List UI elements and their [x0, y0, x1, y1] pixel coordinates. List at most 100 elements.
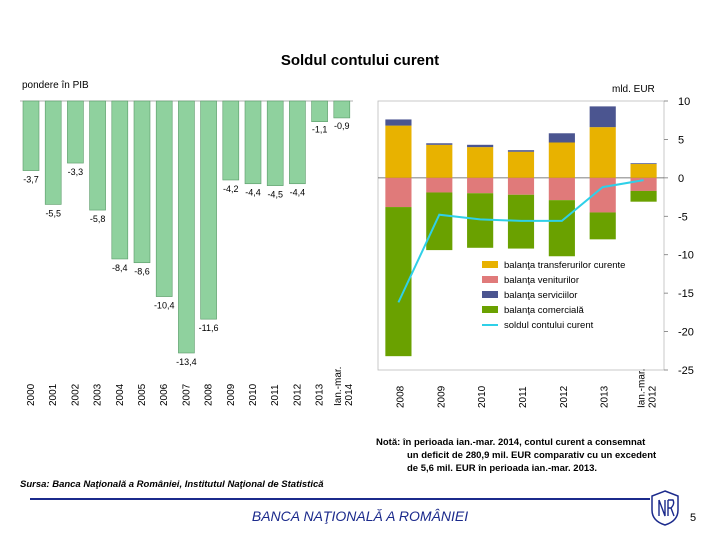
y-tick-label: 0 — [678, 173, 684, 185]
bar-segment-0-Ianmar2012 — [630, 164, 657, 178]
bar-value-label: -11,6 — [199, 323, 219, 333]
bar-2011 — [266, 100, 284, 186]
x-tick-label: 2012 — [559, 385, 570, 408]
bar-segment-2-2010 — [467, 144, 494, 148]
x-tick-label: 2010 — [248, 383, 259, 406]
y-tick-label: 10 — [678, 96, 690, 108]
legend-label: balanţa serviciilor — [504, 290, 577, 301]
x-tick-label: 2011 — [518, 386, 529, 408]
bar-2002 — [67, 100, 84, 164]
x-tick-label: 2008 — [395, 385, 406, 408]
bar-segment-2-Ianmar2012 — [630, 163, 657, 165]
bar-value-label: -4,4 — [245, 188, 261, 198]
note-line-2: un deficit de 280,9 mil. EUR comparativ … — [407, 450, 657, 461]
x-tick-label: 2011 — [270, 384, 281, 406]
legend-swatch — [482, 306, 498, 313]
bar-2012 — [289, 100, 306, 185]
bar-value-label: -4,4 — [290, 188, 306, 198]
bar-2001 — [44, 100, 62, 205]
bar-2013 — [311, 100, 328, 122]
bar-segment-2-2012 — [548, 133, 575, 143]
x-tick-label: 2013 — [315, 383, 326, 406]
bar-segment-1-2011 — [507, 177, 535, 195]
x-tick-label: 2010 — [477, 385, 488, 408]
note-line-3: de 5,6 mil. EUR în perioada ian.-mar. 20… — [407, 463, 598, 474]
x-tick-label: 2006 — [159, 383, 170, 406]
bar-value-label: -1,1 — [312, 125, 328, 135]
x-tick-label: Ian.-mar.2014 — [333, 367, 355, 406]
x-tick-label: 2003 — [93, 383, 104, 406]
x-tick-label: 2005 — [137, 383, 148, 406]
bar-2003 — [89, 100, 106, 211]
bar-value-label: -10,4 — [154, 301, 175, 311]
current-account-line — [397, 179, 644, 303]
x-tick-label: 2004 — [115, 383, 126, 406]
right-axis-label: mld. EUR — [612, 84, 655, 95]
x-tick-label: 2009 — [226, 383, 237, 406]
x-tick-label: 2012 — [292, 383, 303, 406]
bar-value-label: -8,4 — [112, 263, 128, 273]
x-tick-label: 2013 — [600, 385, 611, 408]
x-tick-label: 2008 — [204, 383, 215, 406]
legend-label: balanţa transferurilor curente — [504, 260, 625, 271]
bar-2004 — [111, 100, 129, 260]
bar-value-label: -0,9 — [334, 121, 350, 131]
bar-segment-1-2009 — [426, 177, 453, 193]
y-tick-label: -15 — [678, 288, 694, 300]
bar-segment-1-2012 — [548, 177, 575, 201]
x-tick-label: Ian.-mar.2012 — [637, 369, 659, 408]
bar-segment-0-2011 — [507, 151, 535, 178]
bar-segment-2-2008 — [385, 119, 412, 126]
y-tick-label: -20 — [678, 327, 694, 339]
bar-value-label: -13,4 — [176, 357, 197, 367]
chart-title: Soldul contului curent — [280, 52, 440, 69]
y-tick-label: -5 — [678, 211, 688, 223]
bar-segment-0-2008 — [385, 125, 412, 178]
bar-segment-3-2012 — [548, 200, 575, 257]
bar-segment-1-Ianmar2012 — [630, 177, 657, 191]
legend-swatch — [482, 291, 498, 298]
footer-divider — [30, 498, 650, 500]
bar-segment-0-2012 — [548, 142, 575, 178]
bar-2008 — [200, 100, 217, 320]
bar-value-label: -5,8 — [90, 214, 106, 224]
x-tick-label: 2001 — [48, 383, 59, 406]
bar-Ian.-mar. 2014 — [333, 100, 351, 119]
bar-segment-0-2013 — [589, 127, 616, 178]
y-tick-label: -25 — [678, 365, 694, 377]
bar-segment-1-2008 — [385, 177, 412, 208]
bar-segment-2-2009 — [426, 143, 453, 145]
x-tick-label: 2009 — [436, 385, 447, 408]
footer-bank-name: BANCA NAŢIONALĂ A ROMÂNIEI — [251, 508, 469, 524]
bar-segment-2-2013 — [589, 106, 616, 128]
legend-label: soldul contului curent — [504, 320, 594, 331]
bar-value-label: -3,3 — [68, 167, 84, 177]
legend-label: balanţa comercială — [504, 305, 584, 316]
x-tick-label: 2000 — [26, 383, 37, 406]
bar-segment-1-2010 — [467, 177, 494, 194]
y-tick-label: -10 — [678, 250, 694, 262]
source-text: Sursa: Banca Naţională a României, Insti… — [20, 479, 324, 490]
note-line-1: Notă: în perioada ian.-mar. 2014, contul… — [376, 437, 646, 448]
bar-2000 — [22, 100, 40, 171]
bar-segment-3-2009 — [426, 192, 453, 251]
chart-note: Notă: în perioada ian.-mar. 2014, contul… — [376, 436, 706, 475]
bar-segment-0-2009 — [426, 144, 453, 178]
bar-segment-2-2011 — [507, 150, 535, 152]
bar-value-label: -5,5 — [45, 208, 61, 218]
x-tick-label: 2007 — [181, 383, 192, 406]
x-tick-label: 2002 — [70, 383, 81, 406]
bar-2005 — [133, 100, 151, 264]
bar-segment-0-2010 — [467, 147, 494, 178]
bar-value-label: -8,6 — [134, 267, 150, 277]
y-tick-label: 5 — [678, 134, 684, 146]
bar-2007 — [178, 100, 195, 354]
bar-value-label: -4,5 — [267, 190, 283, 200]
left-axis-label: pondere în PIB — [22, 80, 89, 91]
bar-2010 — [244, 100, 262, 185]
page-number: 5 — [690, 512, 697, 524]
bar-2006 — [155, 100, 173, 297]
bar-segment-3-2013 — [589, 212, 616, 240]
